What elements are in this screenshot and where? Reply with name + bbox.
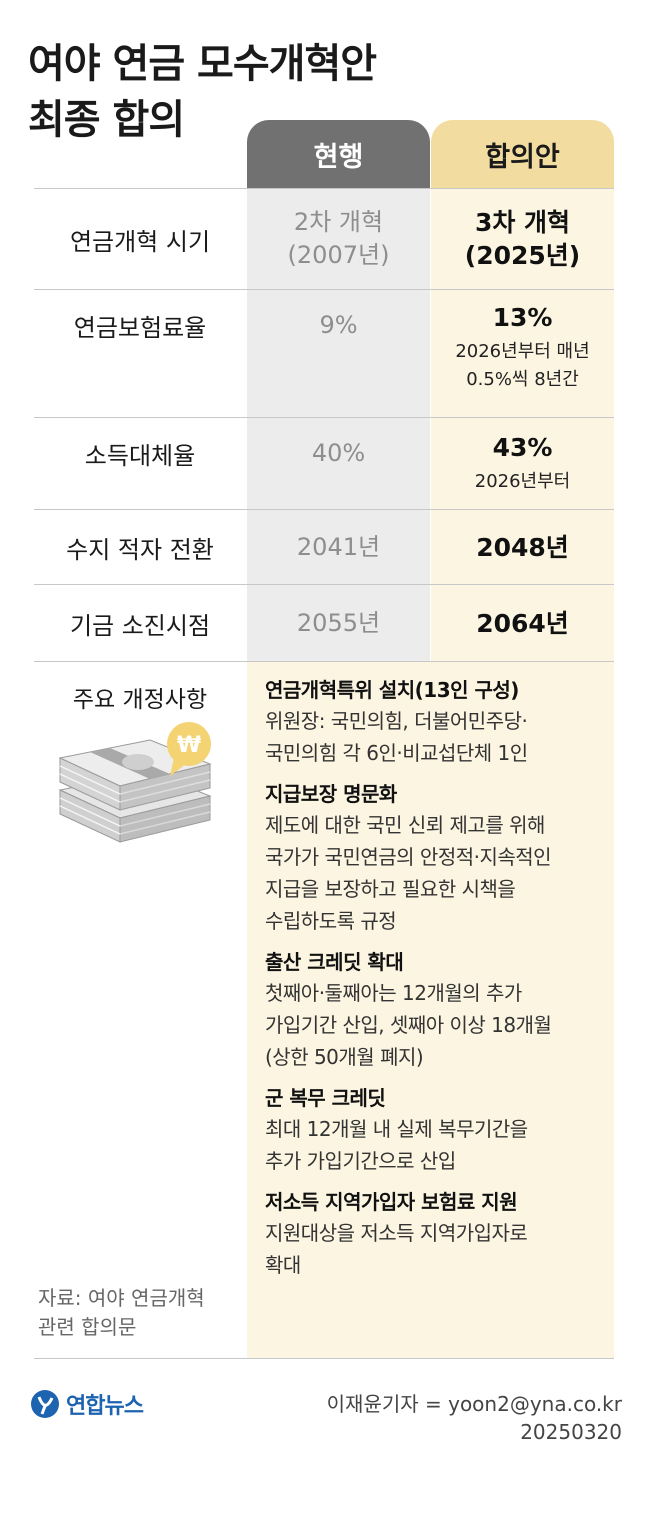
agreement-line: 2064년 xyxy=(476,608,569,638)
change-line: 추가 가입기간으로 산입 xyxy=(265,1149,456,1173)
agreement-note: 0.5%씩 8년간 xyxy=(466,369,579,390)
change-line: 첫째아·둘째아는 12개월의 추가 xyxy=(265,981,522,1005)
agreement-line: 2048년 xyxy=(476,532,569,562)
change-title: 지급보장 명문화 xyxy=(265,782,397,806)
change-title: 군 복무 크레딧 xyxy=(265,1086,386,1110)
change-item: 출산 크레딧 확대 첫째아·둘째아는 12개월의 추가 가입기간 산입, 셋째아… xyxy=(265,948,610,1073)
change-item: 연금개혁특위 설치(13인 구성) 위원장: 국민의힘, 더불어민주당· 국민의… xyxy=(265,676,610,769)
current-column-bg xyxy=(247,188,430,661)
row-label: 소득대체율 xyxy=(84,441,196,470)
change-item: 군 복무 크레딧 최대 12개월 내 실제 복무기간을 추가 가입기간으로 산입 xyxy=(265,1084,610,1177)
agreement-line: (2025년) xyxy=(464,241,581,270)
row-label: 수지 적자 전환 xyxy=(66,535,214,564)
current-line: 2차 개혁 xyxy=(293,208,384,236)
page-title: 여야 연금 모수개혁안 최종 합의 xyxy=(28,36,377,148)
row-agreement-value: 43% 2026년부터 xyxy=(431,428,614,508)
change-line: 최대 12개월 내 실제 복무기간을 xyxy=(265,1117,528,1141)
row-label: 기금 소진시점 xyxy=(69,611,211,640)
row-agreement-value: 2048년 xyxy=(431,510,614,584)
change-line: 지원대상을 저소득 지역가입자로 xyxy=(265,1221,528,1245)
current-line: 2041년 xyxy=(296,532,381,561)
row-current-value: 2차 개혁 (2007년) xyxy=(247,189,430,289)
row-current-value: 40% xyxy=(247,418,430,488)
change-line: 가입기간 산입, 셋째아 이상 18개월 xyxy=(265,1013,552,1037)
change-line: 제도에 대한 국민 신뢰 제고를 위해 xyxy=(265,813,545,837)
row-agreement-value: 13% 2026년부터 매년 0.5%씩 8년간 xyxy=(431,298,614,414)
change-line: 확대 xyxy=(265,1253,301,1277)
main-changes-label: 주요 개정사항 xyxy=(72,687,208,713)
current-line: (2007년) xyxy=(287,241,390,269)
publish-date: 20250320 xyxy=(520,1420,622,1444)
credit: 이재윤기자 = yoon2@yna.co.kr 20250320 xyxy=(327,1390,622,1446)
current-line: 9% xyxy=(319,310,358,339)
agreement-line: 43% xyxy=(492,433,553,462)
title-line-1: 여야 연금 모수개혁안 xyxy=(28,41,377,87)
divider xyxy=(34,417,614,418)
change-title: 출산 크레딧 확대 xyxy=(265,950,404,974)
change-title: 저소득 지역가입자 보험료 지원 xyxy=(265,1190,518,1214)
divider xyxy=(34,289,614,290)
row-current-value: 9% xyxy=(247,290,430,360)
yonhap-logo: 연합뉴스 xyxy=(30,1388,144,1420)
main-changes-bg xyxy=(247,662,614,1358)
row-agreement-value: 2064년 xyxy=(431,585,614,661)
agreement-note: 2026년부터 xyxy=(474,471,571,492)
svg-text:₩: ₩ xyxy=(177,733,201,758)
change-item: 저소득 지역가입자 보험료 지원 지원대상을 저소득 지역가입자로 확대 xyxy=(265,1188,610,1281)
divider xyxy=(34,1358,614,1359)
row-agreement-value: 3차 개혁 (2025년) xyxy=(431,189,614,289)
change-line: 국민의힘 각 6인·비교섭단체 1인 xyxy=(265,741,528,765)
row-label: 연금보험료율 xyxy=(73,313,207,342)
divider xyxy=(34,661,614,662)
agreement-note: 2026년부터 매년 xyxy=(455,341,590,362)
change-item: 지급보장 명문화 제도에 대한 국민 신뢰 제고를 위해 국가가 국민연금의 안… xyxy=(265,780,610,937)
source-note: 자료: 여야 연금개혁 관련 합의문 xyxy=(38,1284,205,1342)
change-line: 국가가 국민연금의 안정적·지속적인 xyxy=(265,845,552,869)
agreement-column-bg xyxy=(431,188,614,661)
header-agreement: 합의안 xyxy=(431,120,614,188)
title-line-2: 최종 합의 xyxy=(28,97,185,143)
reporter-credit: 이재윤기자 = yoon2@yna.co.kr xyxy=(326,1392,622,1416)
header-current: 현행 xyxy=(247,120,430,188)
logo-text: 연합뉴스 xyxy=(66,1394,144,1419)
won-bubble-icon: ₩ xyxy=(167,722,211,776)
divider xyxy=(34,188,614,189)
change-title: 연금개혁특위 설치(13인 구성) xyxy=(265,678,519,702)
yonhap-logo-icon xyxy=(31,1390,59,1418)
change-line: 지급을 보장하고 필요한 시책을 xyxy=(265,877,516,901)
change-line: 위원장: 국민의힘, 더불어민주당· xyxy=(265,709,528,733)
row-label: 연금개혁 시기 xyxy=(69,227,211,256)
row-current-value: 2041년 xyxy=(247,510,430,584)
divider xyxy=(34,584,614,585)
change-line: (상한 50개월 폐지) xyxy=(265,1045,424,1069)
source-line: 자료: 여야 연금개혁 xyxy=(38,1286,205,1310)
row-current-value: 2055년 xyxy=(247,585,430,661)
agreement-line: 3차 개혁 xyxy=(474,208,571,237)
change-line: 수립하도록 규정 xyxy=(265,909,397,933)
agreement-line: 13% xyxy=(492,303,553,332)
divider xyxy=(34,509,614,510)
main-changes-list: 연금개혁특위 설치(13인 구성) 위원장: 국민의힘, 더불어민주당· 국민의… xyxy=(265,676,610,1292)
current-line: 2055년 xyxy=(296,608,381,637)
source-line: 관련 합의문 xyxy=(38,1315,137,1339)
current-line: 40% xyxy=(311,438,366,467)
